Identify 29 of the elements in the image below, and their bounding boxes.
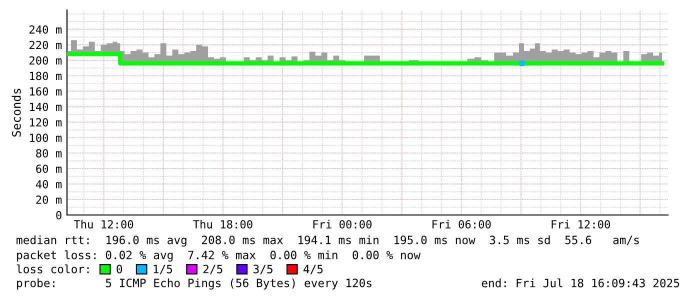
y-tick-label: 140 m [30,102,62,112]
text: end: Fri Jul 18 16:09:43 2025 [482,278,680,288]
x-tick-label: Thu 18:00 [193,220,252,229]
y-tick-label: 0 [56,211,62,220]
y-tick-label: 220 m [30,40,62,50]
y-tick-label: 240 m [30,25,62,34]
x-tick-label: Thu 12:00 [74,220,134,229]
y-tick-label: 160 m [30,87,62,96]
legend-label: 3/5 [254,264,272,274]
y-tick-label: 60 m [36,164,62,173]
text: median rtt: 196.0 ms avg 208.0 ms max 194.1 ms min 195.0 ms now 3.5 ms sd 55.6 am/s [16,235,639,247]
x-tick-label: Fri 06:00 [432,220,491,229]
legend-label: 1/5 [154,264,172,274]
y-tick-label: 120 m [30,118,62,127]
y-tick-label: 80 m [36,149,62,158]
y-tick-label: 100 m [30,134,62,142]
text: probe: 5 ICMP Echo Pings (56 Bytes) every 120s [17,278,372,290]
text: packet loss: 0.02 % avg 7.42 % max 0.00 % min 0.00 % now [17,250,421,262]
y-tick-label: 180 m [30,72,62,80]
legend-label: 0 [116,264,122,274]
text: loss color: [16,264,89,274]
legend-label: 2/5 [203,264,222,274]
y-tick-label: 40 m [36,180,62,188]
x-tick-label: Fri 12:00 [552,220,610,229]
x-tick-label: Fri 00:00 [313,220,372,229]
y-axis-title: Seconds [12,88,21,137]
y-tick-label: 20 m [36,196,62,204]
legend-label: 4/5 [304,264,323,274]
y-tick-label: 200 m [30,56,62,65]
